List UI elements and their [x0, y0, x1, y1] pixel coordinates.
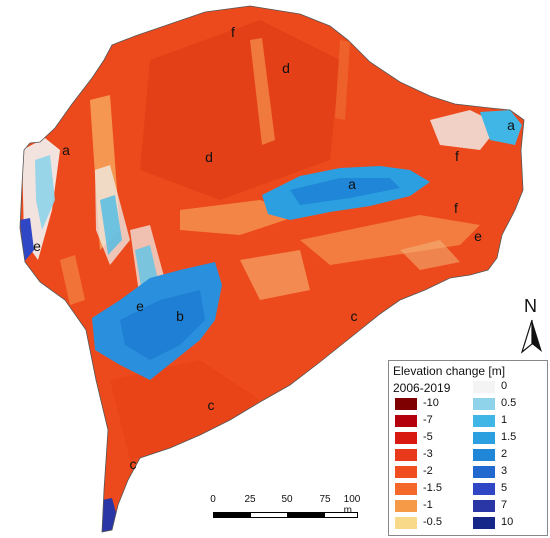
legend-label: -1: [423, 499, 433, 511]
legend-swatch: [395, 415, 417, 427]
scale-tick-label: 25: [244, 494, 256, 505]
legend-label: -1.5: [423, 482, 442, 494]
legend-label: -10: [423, 397, 439, 409]
scale-segment: [287, 512, 325, 518]
scale-bar: 0 25 50 75 100 m: [210, 494, 360, 524]
region-label-e: e: [136, 298, 144, 314]
legend-swatch: [473, 483, 495, 495]
scale-tick-label: 50: [281, 494, 293, 505]
legend-label: -3: [423, 448, 433, 460]
region-label-a: a: [348, 176, 356, 192]
legend-swatch: [473, 398, 495, 410]
scale-tick-label: 75: [319, 494, 331, 505]
legend-label: 2: [501, 448, 508, 460]
legend-label: 10: [501, 516, 514, 528]
legend-swatch: [473, 432, 495, 444]
legend-label: 0: [501, 380, 508, 392]
region-label-d: d: [282, 60, 290, 76]
north-label: N: [524, 296, 537, 316]
legend-swatch: [395, 449, 417, 461]
region-label-f: f: [231, 24, 235, 40]
region-label-c: c: [129, 456, 137, 472]
legend-swatch: [473, 466, 495, 478]
region-label-a: a: [507, 117, 515, 133]
region-label-e: e: [33, 238, 41, 254]
region-label-c: c: [207, 397, 215, 413]
region-label-e: e: [474, 228, 482, 244]
legend-title: Elevation change [m]: [393, 364, 506, 378]
legend-label: 1: [501, 414, 508, 426]
legend-label: 7: [501, 499, 508, 511]
legend-swatch: [473, 449, 495, 461]
north-arrow-icon: [520, 319, 542, 354]
region-label-d: d: [205, 149, 213, 165]
legend-swatch: [395, 432, 417, 444]
legend-period: 2006-2019: [393, 381, 451, 395]
scale-tick-label: 100 m: [343, 494, 361, 516]
scale-tick-label: 0: [210, 494, 216, 505]
legend-swatch: [473, 500, 495, 512]
scale-segment: [324, 512, 358, 518]
scale-segment: [250, 512, 288, 518]
legend-swatch: [395, 483, 417, 495]
legend-label: -0.5: [423, 516, 442, 528]
legend-swatch: [473, 517, 495, 529]
region-label-f: f: [455, 148, 459, 164]
legend-label: 5: [501, 482, 508, 494]
region-label-b: b: [176, 308, 184, 324]
legend-swatch: [395, 500, 417, 512]
legend-label: 1.5: [501, 431, 517, 443]
elevation-legend: Elevation change [m] 2006-2019 -10 -7 -5 -3…: [388, 360, 548, 536]
legend-label: -5: [423, 431, 433, 443]
legend-swatch: [395, 398, 417, 410]
legend-swatch: [395, 517, 417, 529]
region-label-a: a: [62, 142, 70, 158]
legend-swatch: [473, 415, 495, 427]
legend-label: 0.5: [501, 397, 517, 409]
legend-swatch: [473, 381, 495, 393]
legend-label: -2: [423, 465, 433, 477]
region-label-f: f: [454, 200, 458, 216]
scale-segment: [213, 512, 251, 518]
legend-label: 3: [501, 465, 508, 477]
legend-label: -7: [423, 414, 433, 426]
legend-swatch: [395, 466, 417, 478]
region-label-c: c: [350, 308, 358, 324]
glacier-outline: [19, 5, 525, 533]
